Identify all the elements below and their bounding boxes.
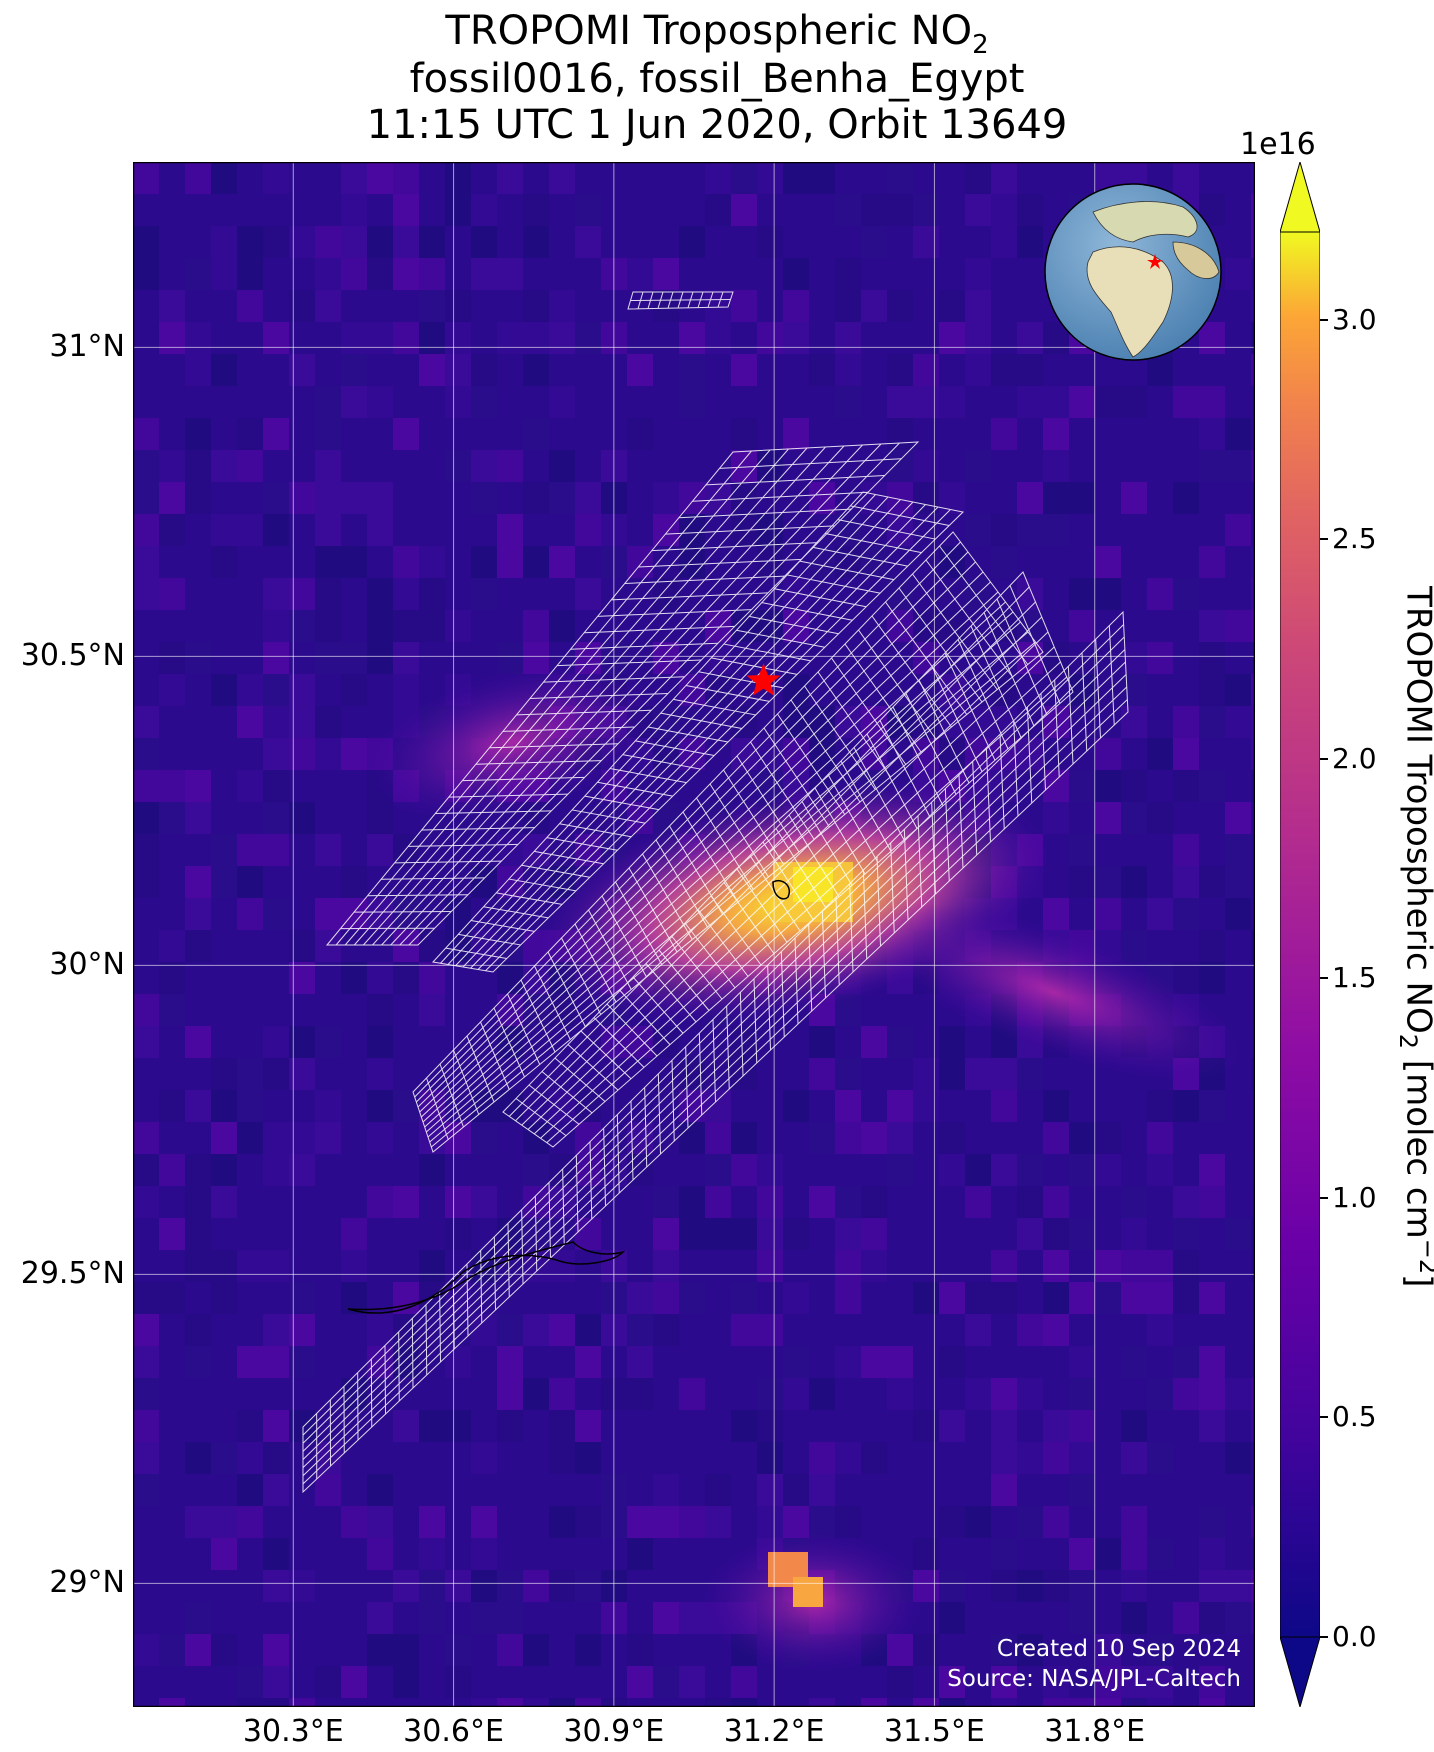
footprint-grids [302,291,1129,1494]
site-marker[interactable] [746,663,781,696]
site-star-icon [746,663,781,696]
colorbar-multiplier: 1e16 [1240,127,1316,162]
title-line-2: fossil0016, fossil_Benha_Egypt [409,56,1025,102]
globe-land-asia [1172,241,1220,279]
map-border [133,162,1255,1707]
colorbar-label-mid: [molec cm [1398,1059,1434,1239]
lon-tick-label: 31.2°E [723,1714,825,1749]
map-svg [133,162,1255,1707]
title-line-1: TROPOMI Tropospheric NO2 [0,8,1434,68]
colorbar-label-sub: 2 [1393,1033,1422,1050]
colorbar-tick-label: 1.5 [1332,961,1377,995]
title-line-3: 11:15 UTC 1 Jun 2020, Orbit 13649 [366,102,1068,148]
lon-tick-label: 30.9°E [563,1714,665,1749]
lat-tick-label: 29.5°N [20,1256,125,1292]
lat-tick-label: 30.5°N [20,638,125,674]
colorbar-body [1279,231,1321,1638]
globe-land-europe [1092,201,1198,243]
colorbar-tick-mark [1320,1416,1328,1419]
colorbar-extend-bottom [1279,1636,1321,1709]
lat-tick-label: 30°N [49,947,125,983]
colorbar-tick-label: 2.0 [1332,741,1377,775]
colorbar-tick-label: 1.0 [1332,1180,1377,1214]
colorbar-label-prefix: TROPOMI Tropospheric NO [1398,586,1434,1034]
lat-tick-label: 31°N [49,329,125,365]
colorbar-label-sup: −2 [1414,1238,1434,1275]
colorbar-tick-label: 2.5 [1332,522,1377,556]
colorbar-tick-mark [1320,318,1328,321]
colorbar-label-suffix: ] [1399,1274,1434,1287]
colorbar-tick-mark [1320,757,1328,760]
colorbar-tick-mark [1320,1196,1328,1199]
inset-globe [1044,183,1222,361]
globe-star-icon [1147,254,1163,269]
colorbar [1279,160,1321,1709]
footprint-swath-small [627,291,734,310]
lon-tick-label: 31.5°E [884,1714,985,1749]
colorbar-tick-mark [1320,1636,1328,1638]
lat-tick-label: 29°N [49,1565,125,1601]
colorbar-label: TROPOMI Tropospheric NO2 [molec cm−2] [1393,586,1434,1287]
credit-source: Source: NASA/JPL-Caltech [947,1666,1241,1692]
colorbar-tick-label: 0.5 [1332,1400,1377,1434]
colorbar-svg [1279,160,1321,1709]
lon-tick-label: 31.8°E [1044,1714,1146,1749]
lon-tick-label: 30.6°E [403,1714,504,1749]
title-prefix: TROPOMI Tropospheric NO [445,8,973,54]
gridlines [133,162,1255,1707]
lon-tick-label: 30.3°E [242,1714,344,1749]
title-subscript: 2 [972,30,989,60]
colorbar-tick-label: 0.0 [1332,1620,1377,1653]
colorbar-tick-mark [1320,538,1328,541]
colorbar-extend-top [1279,160,1321,233]
credit-created: Created 10 Sep 2024 [996,1636,1241,1662]
colorbar-tick-mark [1320,977,1328,980]
colorbar-tick-label: 3.0 [1332,302,1377,336]
map-panel[interactable]: Created 10 Sep 2024 Source: NASA/JPL-Cal… [133,162,1255,1707]
footprint-swath-2 [432,491,965,973]
coastline [347,880,790,1314]
